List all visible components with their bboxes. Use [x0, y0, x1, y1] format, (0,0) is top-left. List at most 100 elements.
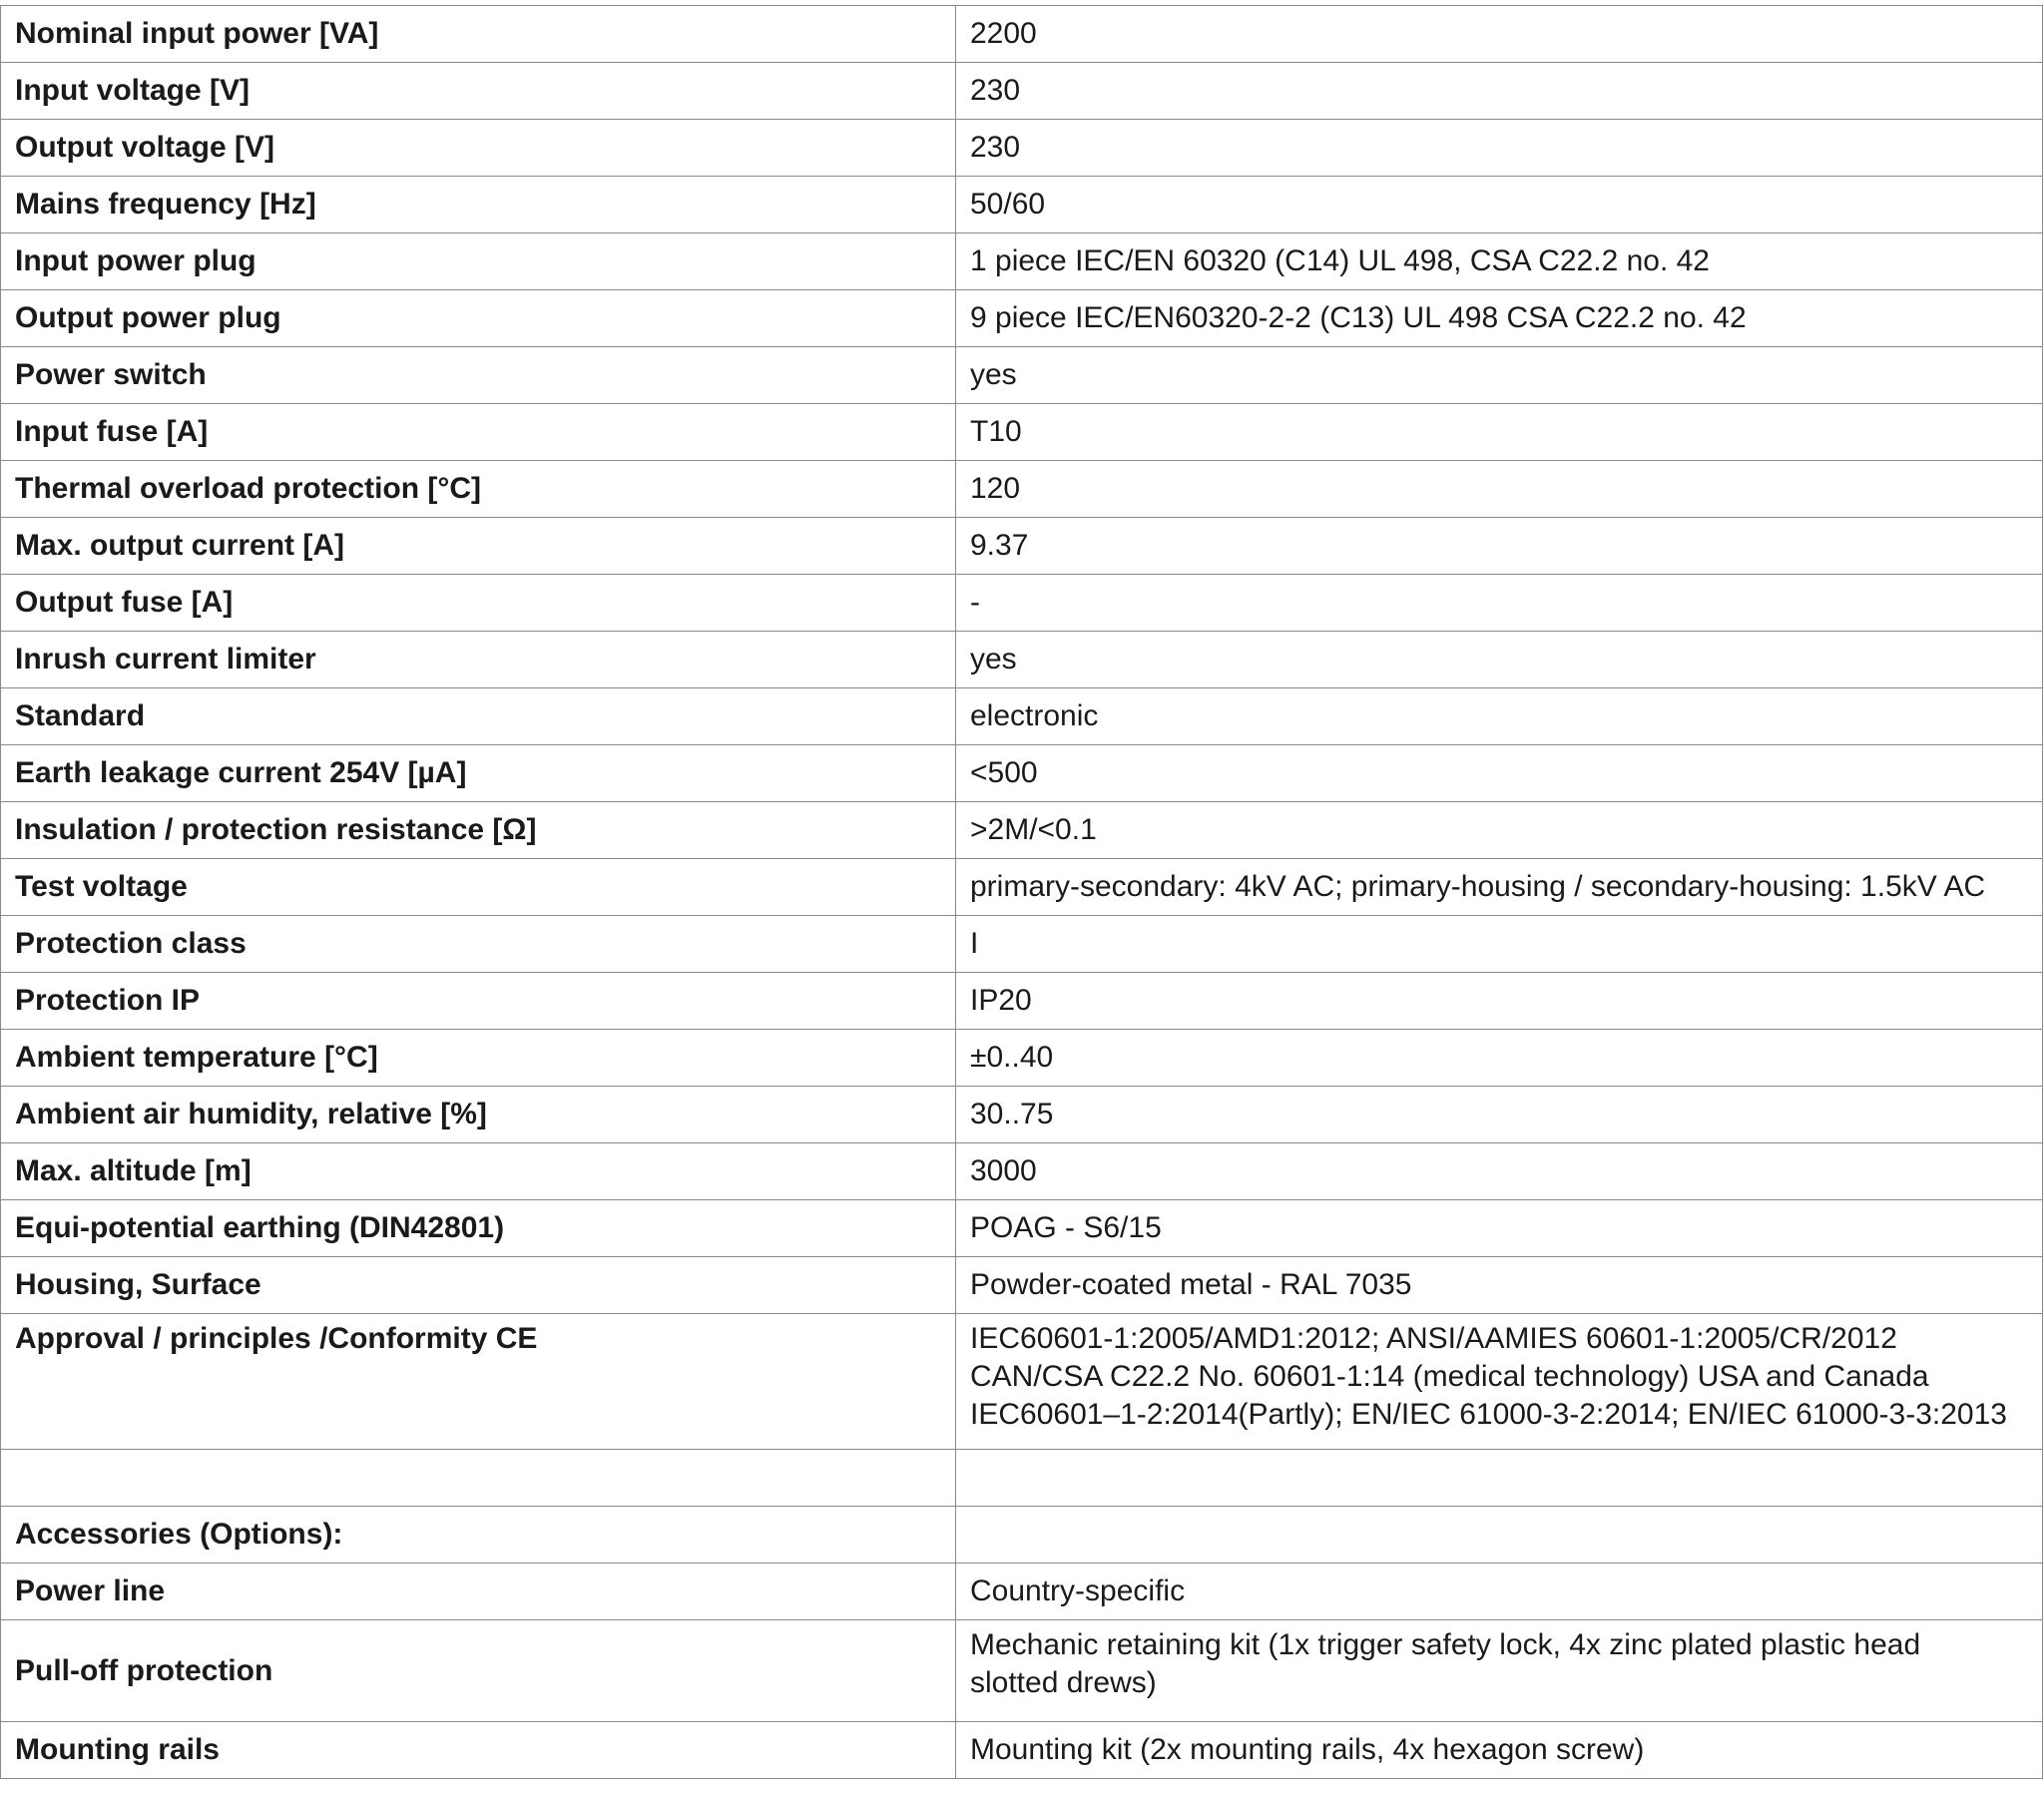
row-value-line: 230	[970, 131, 1021, 164]
row-label: Standard	[0, 687, 956, 745]
row-value-line: 120	[970, 472, 1021, 505]
row-value-line: primary-secondary: 4kV AC; primary-housi…	[970, 870, 1986, 903]
row-label: Insulation / protection resistance [Ω]	[0, 801, 956, 859]
specification-table: Nominal input power [VA] 2200 Input voltag…	[0, 5, 2043, 1779]
row-value: 30..75	[955, 1086, 2043, 1143]
row-value: Country-specific	[955, 1563, 2043, 1620]
row-value-line: 3000	[970, 1154, 1037, 1187]
row-label: Pull-off protection	[0, 1619, 956, 1722]
table-row: Input power plug 1 piece IEC/EN 60320 (C1…	[0, 232, 2043, 290]
row-value: -	[955, 574, 2043, 632]
row-label: Output voltage [V]	[0, 119, 956, 177]
row-label	[0, 1449, 956, 1507]
row-value: primary-secondary: 4kV AC; primary-housi…	[955, 858, 2043, 916]
row-label: Input voltage [V]	[0, 62, 956, 120]
table-row: Protection class I	[0, 915, 2043, 973]
row-label: Test voltage	[0, 858, 956, 916]
row-label: Power line	[0, 1563, 956, 1620]
row-label: Inrush current limiter	[0, 631, 956, 688]
row-value-line: 50/60	[970, 188, 1046, 221]
row-label: Ambient air humidity, relative [%]	[0, 1086, 956, 1143]
row-value: yes	[955, 631, 2043, 688]
table-row: Max. output current [A] 9.37	[0, 517, 2043, 575]
row-value-line: 9.37	[970, 529, 1029, 562]
table-row: Accessories (Options):	[0, 1506, 2043, 1564]
row-label: Thermal overload protection [°C]	[0, 460, 956, 518]
row-label: Accessories (Options):	[0, 1506, 956, 1564]
row-value: Mechanic retaining kit (1x trigger safet…	[955, 1619, 2043, 1722]
row-value: Mounting kit (2x mounting rails, 4x hexa…	[955, 1721, 2043, 1779]
row-value: IP20	[955, 972, 2043, 1030]
table-row: Insulation / protection resistance [Ω] >2…	[0, 801, 2043, 859]
row-value-line: yes	[970, 643, 1017, 675]
row-label: Output fuse [A]	[0, 574, 956, 632]
table-row: Max. altitude [m] 3000	[0, 1142, 2043, 1200]
row-label: Input power plug	[0, 232, 956, 290]
row-value: IEC60601-1:2005/AMD1:2012; ANSI/AAMIES 6…	[955, 1313, 2043, 1450]
row-value: POAG - S6/15	[955, 1199, 2043, 1257]
row-value: 230	[955, 62, 2043, 120]
row-value: 3000	[955, 1142, 2043, 1200]
table-row: Housing, Surface Powder-coated metal - RA…	[0, 1256, 2043, 1314]
row-label: Protection class	[0, 915, 956, 973]
row-value: 50/60	[955, 176, 2043, 233]
table-row: Earth leakage current 254V [µA] <500	[0, 744, 2043, 802]
row-value: T10	[955, 403, 2043, 461]
row-label: Housing, Surface	[0, 1256, 956, 1314]
table-row: Thermal overload protection [°C] 120	[0, 460, 2043, 518]
row-value: 9 piece IEC/EN60320-2-2 (C13) UL 498 CSA…	[955, 289, 2043, 347]
row-value: Powder-coated metal - RAL 7035	[955, 1256, 2043, 1314]
table-row: Input voltage [V] 230	[0, 62, 2043, 120]
row-value-line: POAG - S6/15	[970, 1211, 1162, 1244]
row-label: Mains frequency [Hz]	[0, 176, 956, 233]
row-value-line: Country-specific	[970, 1574, 1186, 1607]
table-row: Nominal input power [VA] 2200	[0, 5, 2043, 63]
row-value-line: IEC60601-1:2005/AMD1:2012; ANSI/AAMIES 6…	[970, 1322, 1897, 1355]
row-label: Nominal input power [VA]	[0, 5, 956, 63]
row-label: Mounting rails	[0, 1721, 956, 1779]
table-row: Approval / principles /Conformity CE IEC6…	[0, 1313, 2043, 1450]
row-value-line: IP20	[970, 984, 1032, 1017]
table-row: Pull-off protection Mechanic retaining ki…	[0, 1619, 2043, 1722]
row-value: 2200	[955, 5, 2043, 63]
row-label: Equi-potential earthing (DIN42801)	[0, 1199, 956, 1257]
table-row: Mains frequency [Hz] 50/60	[0, 176, 2043, 233]
row-value-line: Mechanic retaining kit (1x trigger safet…	[970, 1628, 1921, 1661]
specification-table-body: Nominal input power [VA] 2200 Input voltag…	[0, 5, 2043, 1779]
row-label: Input fuse [A]	[0, 403, 956, 461]
row-value-line: 30..75	[970, 1098, 1054, 1130]
row-value: 230	[955, 119, 2043, 177]
row-value-line: slotted drews)	[970, 1666, 1157, 1699]
row-value-line: 230	[970, 74, 1021, 107]
row-value-line: IEC60601–1-2:2014(Partly); EN/IEC 61000-…	[970, 1398, 2007, 1431]
row-value: 120	[955, 460, 2043, 518]
row-value-line: yes	[970, 358, 1017, 391]
row-value	[955, 1506, 2043, 1564]
table-row: Inrush current limiter yes	[0, 631, 2043, 688]
row-value: 1 piece IEC/EN 60320 (C14) UL 498, CSA C…	[955, 232, 2043, 290]
row-value-line: >2M/<0.1	[970, 813, 1097, 846]
row-label: Protection IP	[0, 972, 956, 1030]
table-row: Output voltage [V] 230	[0, 119, 2043, 177]
row-label: Approval / principles /Conformity CE	[0, 1313, 956, 1450]
table-row: Test voltage primary-secondary: 4kV AC; p…	[0, 858, 2043, 916]
row-value-line: I	[970, 927, 979, 960]
row-value-line: T10	[970, 415, 1022, 448]
row-value-line: CAN/CSA C22.2 No. 60601-1:14 (medical te…	[970, 1360, 1929, 1393]
row-value: yes	[955, 346, 2043, 404]
row-label: Power switch	[0, 346, 956, 404]
table-row: Protection IP IP20	[0, 972, 2043, 1030]
row-label: Max. output current [A]	[0, 517, 956, 575]
table-row: Input fuse [A] T10	[0, 403, 2043, 461]
row-value: electronic	[955, 687, 2043, 745]
table-row: Output power plug 9 piece IEC/EN60320-2-2…	[0, 289, 2043, 347]
row-value-line: ±0..40	[970, 1041, 1054, 1074]
row-label: Max. altitude [m]	[0, 1142, 956, 1200]
row-label: Ambient temperature [°C]	[0, 1029, 956, 1087]
table-row: Power switch yes	[0, 346, 2043, 404]
row-value: I	[955, 915, 2043, 973]
row-value-line: electronic	[970, 699, 1099, 732]
row-label: Earth leakage current 254V [µA]	[0, 744, 956, 802]
row-value-line: Mounting kit (2x mounting rails, 4x hexa…	[970, 1733, 1645, 1766]
table-row: Mounting rails Mounting kit (2x mounting …	[0, 1721, 2043, 1779]
